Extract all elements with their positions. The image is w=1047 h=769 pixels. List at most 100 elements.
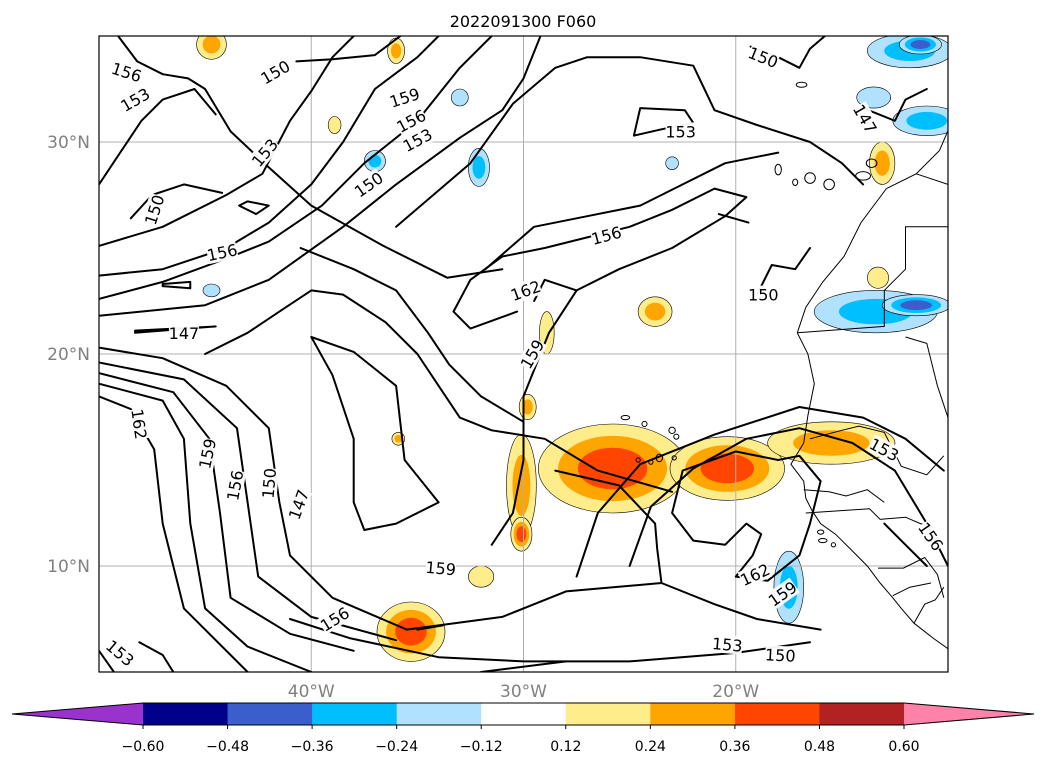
contour-label-text: 159 xyxy=(195,437,220,471)
contour-label-bg xyxy=(737,560,773,589)
shading-feature xyxy=(387,37,405,64)
colorbar-segment xyxy=(396,703,482,725)
contour-label-bg xyxy=(915,518,947,554)
contour-line xyxy=(395,56,865,228)
shading-feature xyxy=(881,294,948,317)
contour-label-text: 162 xyxy=(127,408,150,441)
contour-label-text: 153 xyxy=(711,634,743,656)
shading-band xyxy=(900,300,932,311)
contour-line xyxy=(161,280,192,290)
shading-band xyxy=(394,435,403,443)
contour-label: 153 xyxy=(866,434,902,465)
shading-feature xyxy=(468,565,495,588)
shading-band xyxy=(874,150,890,176)
colorbar-segment xyxy=(565,703,651,725)
contour-label-text: 162 xyxy=(737,560,773,590)
contour-label-bg xyxy=(589,222,624,248)
contour-line xyxy=(717,213,750,224)
contour-lines xyxy=(99,36,948,672)
shading-band xyxy=(516,526,527,543)
contour-label-bg xyxy=(223,469,247,502)
contour-label-bg xyxy=(351,168,387,201)
colorbar-segment xyxy=(650,703,736,725)
contour-label: 153 xyxy=(248,135,282,171)
colorbar-tick-label: 0.60 xyxy=(888,739,919,755)
contour-label-bg xyxy=(248,135,282,170)
y-tick-label: 30°N xyxy=(47,133,90,153)
shading-feature xyxy=(869,141,896,185)
contour-line xyxy=(99,395,249,672)
colorbar-tick-label: 0.48 xyxy=(804,739,835,755)
shading-feature xyxy=(510,516,533,552)
coastline xyxy=(892,582,932,597)
shading-band xyxy=(700,453,754,484)
colorbar-segment xyxy=(143,703,229,725)
contour-line xyxy=(632,107,695,137)
colorbar-tick-label: −0.48 xyxy=(206,739,249,755)
contour-label: 153 xyxy=(102,636,138,670)
contour-label-text: 150 xyxy=(257,57,293,89)
contour-line xyxy=(238,200,270,216)
contour-line xyxy=(883,522,928,567)
contour-line xyxy=(756,247,811,296)
shading-feature xyxy=(196,36,227,60)
contour-label: 150 xyxy=(748,285,779,305)
shading-band xyxy=(202,283,221,298)
plot-frame xyxy=(98,35,949,673)
contour-label: 153 xyxy=(711,634,743,656)
contour-line xyxy=(99,372,355,652)
contour-line xyxy=(99,382,313,672)
shading-band xyxy=(395,617,427,646)
shading-band xyxy=(910,40,931,49)
contour-line xyxy=(554,469,663,584)
island xyxy=(792,178,799,186)
shading-feature xyxy=(637,296,673,327)
contour-label-text: 153 xyxy=(866,434,902,465)
x-tick-label: 40°W xyxy=(288,682,335,702)
shading-layer xyxy=(196,36,948,662)
island xyxy=(673,433,680,440)
island xyxy=(641,420,648,428)
contour-label: 159 xyxy=(195,437,220,471)
shading-band xyxy=(202,36,221,54)
contour-label-bg xyxy=(764,577,800,610)
contour-label-bg xyxy=(141,192,168,227)
contour-label: 153 xyxy=(665,122,696,141)
contour-label-text: 156 xyxy=(589,223,623,249)
contour-label-text: 156 xyxy=(223,469,247,502)
island xyxy=(671,455,677,461)
colorbar-tick-label: 0.36 xyxy=(719,739,750,755)
shading-band xyxy=(472,156,486,179)
contour-label: 162 xyxy=(127,408,150,441)
contour-line xyxy=(484,151,780,271)
contour-label-text: 156 xyxy=(205,240,239,265)
contour-label-bg xyxy=(102,636,138,670)
contour-label: 150 xyxy=(141,192,169,227)
contour-label: 156 xyxy=(205,240,239,265)
shading-feature xyxy=(450,88,469,107)
shading-feature xyxy=(665,156,679,170)
chart-title: 2022091300 F060 xyxy=(450,12,597,31)
contour-label: 159 xyxy=(425,558,457,580)
contour-line xyxy=(671,450,822,582)
shading-band xyxy=(327,116,342,134)
coastline xyxy=(790,129,948,650)
shading-band xyxy=(522,399,533,415)
coastline xyxy=(913,586,945,624)
colorbar-tick-label: −0.36 xyxy=(291,739,334,755)
colorbar-tick-label: −0.60 xyxy=(122,739,165,755)
contour-line xyxy=(99,36,493,300)
contour-label-bg xyxy=(257,56,293,88)
contour-label-bg xyxy=(205,240,239,265)
contour-line xyxy=(99,88,217,186)
contour-label-text: 147 xyxy=(285,487,313,522)
contour-label: 156 xyxy=(914,519,947,555)
island xyxy=(620,414,631,421)
shading-feature xyxy=(518,393,537,420)
shading-band xyxy=(450,88,469,107)
contour-line xyxy=(299,247,525,423)
contour-label: 150 xyxy=(765,645,796,666)
contour-line xyxy=(628,427,948,567)
